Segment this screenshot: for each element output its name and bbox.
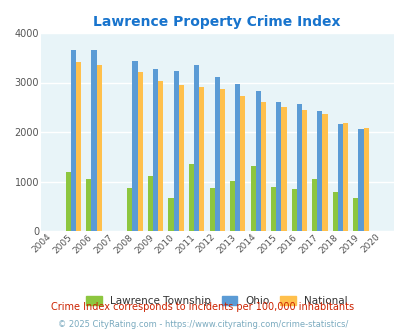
Bar bbox=[71, 50, 76, 231]
Bar bbox=[342, 123, 347, 231]
Bar bbox=[281, 107, 286, 231]
Bar bbox=[194, 65, 199, 231]
Bar bbox=[260, 102, 265, 231]
Bar bbox=[332, 192, 337, 231]
Bar bbox=[230, 181, 234, 231]
Bar bbox=[296, 104, 301, 231]
Bar bbox=[358, 129, 362, 231]
Bar bbox=[132, 61, 137, 231]
Bar bbox=[352, 198, 358, 231]
Bar bbox=[322, 114, 327, 231]
Bar bbox=[127, 188, 132, 231]
Bar bbox=[158, 81, 163, 231]
Bar bbox=[199, 87, 204, 231]
Text: Crime Index corresponds to incidents per 100,000 inhabitants: Crime Index corresponds to incidents per… bbox=[51, 302, 354, 312]
Bar bbox=[250, 166, 255, 231]
Bar bbox=[76, 62, 81, 231]
Bar bbox=[91, 50, 96, 231]
Bar bbox=[234, 84, 240, 231]
Bar bbox=[96, 65, 101, 231]
Title: Lawrence Property Crime Index: Lawrence Property Crime Index bbox=[93, 15, 340, 29]
Bar bbox=[214, 77, 219, 231]
Bar bbox=[255, 91, 260, 231]
Bar bbox=[291, 189, 296, 231]
Bar bbox=[137, 72, 143, 231]
Bar bbox=[362, 128, 368, 231]
Bar bbox=[86, 179, 91, 231]
Bar bbox=[311, 179, 317, 231]
Bar bbox=[271, 187, 275, 231]
Legend: Lawrence Township, Ohio, National: Lawrence Township, Ohio, National bbox=[82, 292, 351, 310]
Bar bbox=[188, 164, 194, 231]
Bar bbox=[317, 111, 322, 231]
Bar bbox=[173, 71, 178, 231]
Bar bbox=[153, 69, 158, 231]
Text: © 2025 CityRating.com - https://www.cityrating.com/crime-statistics/: © 2025 CityRating.com - https://www.city… bbox=[58, 320, 347, 329]
Bar bbox=[168, 198, 173, 231]
Bar bbox=[219, 89, 224, 231]
Bar bbox=[337, 124, 342, 231]
Bar bbox=[66, 172, 71, 231]
Bar bbox=[178, 85, 183, 231]
Bar bbox=[301, 110, 306, 231]
Bar bbox=[147, 176, 153, 231]
Bar bbox=[240, 96, 245, 231]
Bar bbox=[275, 102, 281, 231]
Bar bbox=[209, 188, 214, 231]
